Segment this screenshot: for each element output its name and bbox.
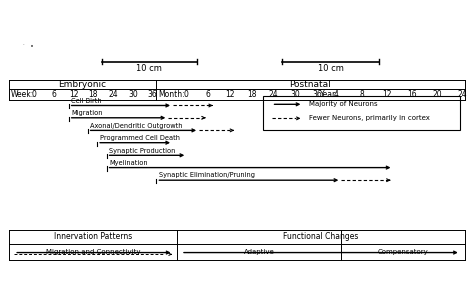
Text: Year:: Year: [319, 90, 338, 99]
Text: 36: 36 [148, 90, 157, 99]
Text: Postnatal: Postnatal [290, 80, 331, 89]
Text: Month:: Month: [158, 90, 185, 99]
Text: 18: 18 [89, 90, 98, 99]
Text: Week:: Week: [10, 90, 34, 99]
Text: 12: 12 [382, 90, 392, 99]
Text: 16: 16 [407, 90, 417, 99]
Text: Majority of Neurons: Majority of Neurons [309, 101, 378, 107]
Text: 6: 6 [52, 90, 56, 99]
Text: 36: 36 [313, 90, 322, 99]
Text: ·: · [23, 42, 25, 47]
Text: Migration: Migration [71, 110, 102, 116]
Text: 24: 24 [457, 90, 467, 99]
Text: Compensatory: Compensatory [378, 249, 428, 255]
Text: Innervation Patterns: Innervation Patterns [54, 232, 132, 241]
Text: 10 cm: 10 cm [318, 64, 344, 73]
Text: Fewer Neurons, primarily in cortex: Fewer Neurons, primarily in cortex [309, 115, 430, 121]
Text: 30: 30 [291, 90, 301, 99]
Text: 0: 0 [32, 90, 36, 99]
Text: 10 cm: 10 cm [137, 64, 162, 73]
Bar [263, 96, 460, 130]
Text: 20: 20 [432, 90, 442, 99]
Text: •: • [30, 44, 34, 50]
Text: Functional Changes: Functional Changes [283, 232, 358, 241]
Text: Adaptive: Adaptive [244, 249, 275, 255]
Text: Cell Birth: Cell Birth [71, 98, 102, 104]
Text: 12: 12 [225, 90, 235, 99]
Text: Synaptic Elimination/Pruning: Synaptic Elimination/Pruning [159, 173, 255, 178]
Text: Migration and Connectivity: Migration and Connectivity [46, 249, 140, 255]
Text: Programmed Cell Death: Programmed Cell Death [100, 135, 180, 141]
Text: Synaptic Production: Synaptic Production [109, 148, 175, 154]
Text: 6: 6 [205, 90, 210, 99]
Text: 8: 8 [359, 90, 364, 99]
Text: 24: 24 [109, 90, 118, 99]
Text: 24: 24 [269, 90, 278, 99]
Text: 12: 12 [69, 90, 78, 99]
Text: Embryonic: Embryonic [58, 80, 107, 89]
Text: Myelination: Myelination [109, 160, 147, 166]
Text: Axonal/Dendritic Outgrowth: Axonal/Dendritic Outgrowth [90, 123, 182, 129]
Text: 18: 18 [247, 90, 256, 99]
Text: 30: 30 [128, 90, 138, 99]
Text: 0: 0 [183, 90, 188, 99]
Text: 4: 4 [334, 90, 339, 99]
